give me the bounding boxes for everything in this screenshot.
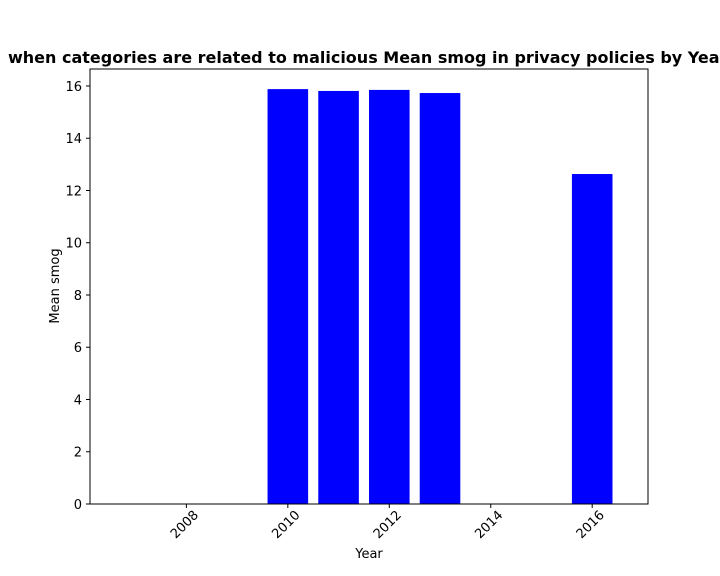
x-tick-label: 2010 [269, 508, 303, 542]
bar-2012 [369, 89, 410, 504]
bars-group [267, 89, 613, 504]
x-axis-label: Year [354, 547, 383, 562]
y-axis: 0 2 4 6 8 10 12 14 16 [65, 80, 90, 513]
x-tick-label: 2008 [168, 508, 202, 542]
y-tick-label: 0 [74, 498, 82, 513]
bar-2013 [419, 93, 461, 504]
y-axis-label: Mean smog [48, 248, 63, 323]
plot-frame [89, 68, 649, 505]
y-tick-label: 10 [65, 237, 82, 252]
x-tick-label: 2012 [371, 508, 405, 542]
x-tick-label: 2014 [472, 508, 506, 542]
bar-2016 [571, 174, 613, 504]
y-tick-label: 12 [65, 184, 82, 199]
y-tick-label: 14 [65, 132, 82, 147]
x-tick-label: 2016 [574, 508, 608, 542]
chart-title: when categories are related to malicious… [8, 48, 720, 67]
y-tick-label: 8 [74, 289, 82, 304]
y-tick-label: 6 [74, 341, 82, 356]
y-tick-label: 2 [74, 446, 82, 461]
x-axis: 2008 2010 2012 2014 2016 [168, 504, 608, 542]
bar-2010 [267, 89, 309, 504]
bar-2011 [318, 90, 359, 504]
y-tick-label: 16 [65, 80, 82, 95]
y-tick-label: 4 [74, 393, 82, 408]
